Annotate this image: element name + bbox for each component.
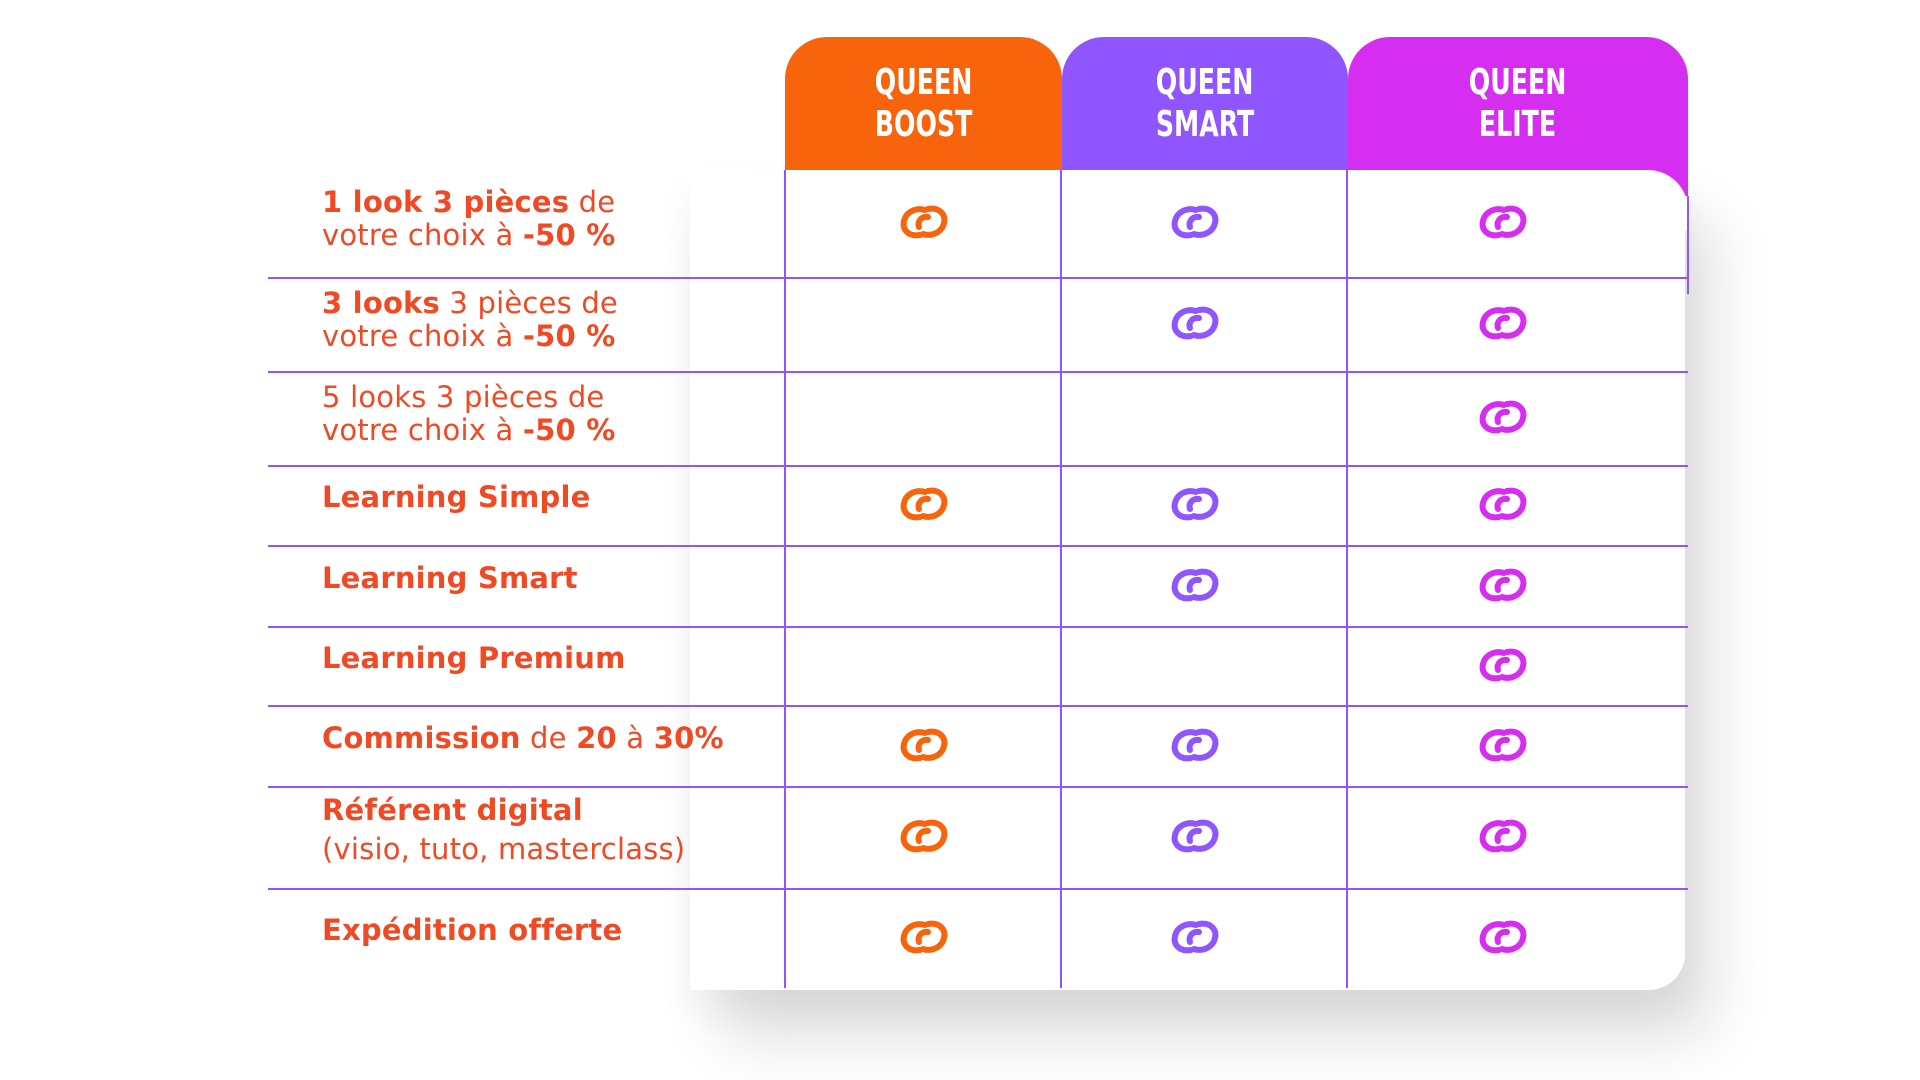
feature-label-part: Learning Smart — [322, 560, 578, 595]
plan-boost-line2: BOOST — [874, 103, 973, 145]
feature-label-part: 3 looks — [322, 286, 441, 320]
link-check-icon — [1169, 815, 1221, 857]
feature-label-part: -50 % — [522, 413, 616, 447]
feature-label-part: 5 looks 3 pièces de — [322, 380, 605, 414]
link-check-icon — [898, 483, 950, 525]
feature-label-part: Commission — [322, 720, 521, 755]
plan-boost-line1: QUEEN — [874, 61, 973, 103]
feature-label-part: 3 pièces de — [440, 286, 618, 320]
link-check-icon — [1477, 815, 1529, 857]
row-divider — [268, 888, 1688, 890]
plan-elite-line2: ELITE — [1479, 103, 1557, 145]
feature-label-part: de — [569, 185, 616, 219]
feature-label-part: de — [520, 720, 577, 755]
feature-label-part: (visio, tuto, masterclass) — [322, 832, 686, 866]
link-check-icon — [1477, 483, 1529, 525]
link-check-icon — [1169, 201, 1221, 243]
feature-label: 5 looks 3 pièces de votre choix à -50 % — [322, 381, 615, 447]
feature-label-part: -50 % — [522, 218, 616, 252]
feature-label-part: votre choix à — [322, 218, 523, 252]
feature-label: Learning Simple — [322, 481, 591, 514]
feature-label: Référent digital (visio, tuto, masterclas… — [322, 794, 685, 871]
feature-label: 1 look 3 pièces de votre choix à -50 % — [322, 186, 615, 252]
elite-header-curve — [1606, 170, 1688, 230]
row-divider — [268, 626, 1688, 628]
link-check-icon — [1477, 396, 1529, 438]
column-divider — [784, 170, 786, 988]
table-card — [690, 170, 1685, 990]
column-divider — [1346, 170, 1348, 988]
feature-label-part: 1 look 3 pièces — [322, 185, 570, 219]
column-divider — [1687, 196, 1689, 294]
feature-label: Commission de 20 à 30% — [322, 720, 724, 755]
row-divider — [268, 277, 1688, 279]
row-divider — [268, 786, 1688, 788]
link-check-icon — [1169, 564, 1221, 606]
plan-smart-line2: SMART — [1155, 103, 1255, 145]
link-check-icon — [1477, 201, 1529, 243]
link-check-icon — [1477, 724, 1529, 766]
row-divider — [268, 545, 1688, 547]
link-check-icon — [898, 724, 950, 766]
link-check-icon — [1169, 724, 1221, 766]
feature-label-part: 20 — [576, 720, 617, 755]
link-check-icon — [898, 201, 950, 243]
row-divider — [268, 705, 1688, 707]
link-check-icon — [1477, 916, 1529, 958]
feature-label-part: Learning Simple — [322, 480, 591, 514]
feature-label: Learning Smart — [322, 560, 578, 595]
link-check-icon — [1477, 302, 1529, 344]
link-check-icon — [1169, 916, 1221, 958]
link-check-icon — [1477, 564, 1529, 606]
feature-label: 3 looks 3 pièces de votre choix à -50 % — [322, 287, 618, 353]
feature-label-part: à — [616, 720, 654, 755]
link-check-icon — [898, 916, 950, 958]
link-check-icon — [1169, 302, 1221, 344]
feature-label: Expédition offerte — [322, 912, 623, 947]
feature-label-part: Référent digital — [322, 793, 583, 827]
plan-smart-line1: QUEEN — [1156, 61, 1254, 103]
feature-label-part: -50 % — [522, 319, 616, 353]
feature-label-part: votre choix à — [322, 319, 523, 353]
link-check-icon — [1477, 644, 1529, 686]
feature-label-part: Learning Premium — [322, 640, 626, 675]
plan-elite-line1: QUEEN — [1469, 61, 1567, 103]
plan-header-smart: QUEEN SMART — [1062, 37, 1348, 170]
link-check-icon — [898, 815, 950, 857]
feature-label-part: 30% — [653, 720, 724, 755]
plan-header-boost: QUEEN BOOST — [785, 37, 1062, 170]
feature-label-part: votre choix à — [322, 413, 523, 447]
row-divider — [268, 465, 1688, 467]
feature-label-part: Expédition offerte — [322, 912, 623, 947]
link-check-icon — [1169, 483, 1221, 525]
column-divider — [1060, 170, 1062, 988]
feature-label: Learning Premium — [322, 640, 626, 675]
row-divider — [268, 371, 1688, 373]
plan-header-elite: QUEEN ELITE — [1348, 37, 1688, 170]
